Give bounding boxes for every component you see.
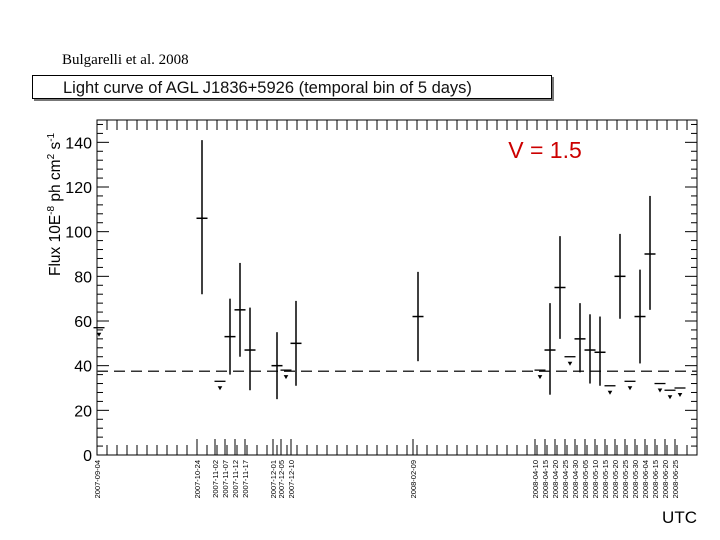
x-tick-label: 2007-11-07 <box>221 460 230 498</box>
detection-point <box>584 314 596 384</box>
x-tick-label: 2007-12-10 <box>287 460 296 498</box>
upper-limit <box>564 356 576 366</box>
plot-frame <box>96 119 698 456</box>
x-tick-label: 2007-11-12 <box>231 460 240 498</box>
detection-point <box>554 236 566 339</box>
detection-point <box>196 140 208 295</box>
y-axis-label-part: -8 <box>46 205 57 214</box>
upper-limit-arrow-icon <box>96 332 102 337</box>
detection-point <box>412 271 424 362</box>
upper-limit <box>654 382 666 393</box>
x-tick-label: 2008-06-20 <box>661 460 670 498</box>
y-tick-label: 140 <box>65 135 92 152</box>
x-tick-label: 2008-06-25 <box>671 460 680 498</box>
y-axis-label: Flux 10E-8 ph cm2 s-1 <box>46 132 64 276</box>
upper-limit-arrow-icon <box>667 395 673 400</box>
x-tick-label: 2008-06-15 <box>651 460 660 498</box>
y-tick-label: 100 <box>65 225 92 242</box>
x-tick-label: 2008-04-20 <box>551 460 560 498</box>
y-tick-label: 120 <box>65 180 92 197</box>
upper-limit <box>93 327 105 337</box>
y-tick-label: 60 <box>74 314 92 331</box>
y-axis-label-part: s <box>47 142 64 154</box>
x-tick-label: 2008-04-25 <box>561 460 570 498</box>
upper-limit-arrow-icon <box>283 375 289 380</box>
x-tick-label: 2008-04-15 <box>541 460 550 498</box>
upper-limit-arrow-icon <box>657 388 663 393</box>
x-tick-label: 2008-05-10 <box>591 460 600 498</box>
x-tick-label: 2008-04-10 <box>531 460 540 498</box>
y-tick-label: 40 <box>74 359 92 376</box>
y-tick-label: 20 <box>74 403 92 420</box>
detection-point <box>594 316 606 386</box>
detection-point <box>271 332 283 400</box>
detection-point <box>290 300 302 386</box>
upper-limit <box>624 380 636 391</box>
y-axis-label-part: Flux 10E <box>47 215 64 276</box>
upper-limit <box>674 387 686 397</box>
detection-point <box>234 262 246 357</box>
detection-point <box>614 233 626 319</box>
upper-limit <box>534 369 546 380</box>
x-tick-label: 2008-05-05 <box>581 460 590 498</box>
upper-limit-arrow-icon <box>677 393 683 397</box>
upper-limit <box>664 389 676 400</box>
upper-limit <box>604 385 616 395</box>
chart-title: Light curve of AGL J1836+5926 (temporal … <box>32 75 552 99</box>
y-tick-label: 0 <box>83 448 92 465</box>
x-tick-label: 2008-05-15 <box>601 460 610 498</box>
x-tick-label: 2008-05-25 <box>621 460 630 498</box>
x-tick-label: 2007-10-24 <box>193 460 202 498</box>
upper-limit <box>214 380 226 391</box>
upper-limit-arrow-icon <box>537 375 543 380</box>
x-tick-label: 2008-05-20 <box>611 460 620 498</box>
x-tick-label: 2007-12-01 <box>269 460 278 498</box>
variability-annotation: V = 1.5 <box>508 137 582 163</box>
x-tick-label: 2007-12-05 <box>277 460 286 498</box>
detection-point <box>634 269 646 364</box>
x-axis-label: UTC <box>662 508 697 527</box>
upper-limit-arrow-icon <box>607 390 613 395</box>
x-tick-label: 2008-05-30 <box>631 460 640 498</box>
upper-limit-arrow-icon <box>627 386 633 391</box>
upper-limit <box>280 369 292 380</box>
y-axis-label-part: 2 <box>46 153 57 159</box>
detection-point <box>544 303 556 395</box>
detection-point <box>644 195 656 310</box>
x-tick-label: 2008-02-09 <box>409 460 418 498</box>
y-axis-label-part: ph cm <box>47 159 64 206</box>
y-tick-label: 80 <box>74 269 92 286</box>
x-tick-label: 2007-09-04 <box>93 460 102 498</box>
x-tick-label: 2007-11-17 <box>241 460 250 498</box>
upper-limit-arrow-icon <box>567 361 573 366</box>
detection-point <box>244 307 256 391</box>
detection-point <box>224 298 236 375</box>
y-axis-label-part: -1 <box>46 132 57 141</box>
x-tick-label: 2008-04-30 <box>571 460 580 498</box>
x-tick-label: 2008-06-04 <box>641 460 650 498</box>
detection-point <box>574 303 586 373</box>
upper-limit-arrow-icon <box>217 386 223 391</box>
x-tick-label: 2007-11-02 <box>211 460 220 498</box>
credit-text: Bulgarelli et al. 2008 <box>62 52 189 68</box>
